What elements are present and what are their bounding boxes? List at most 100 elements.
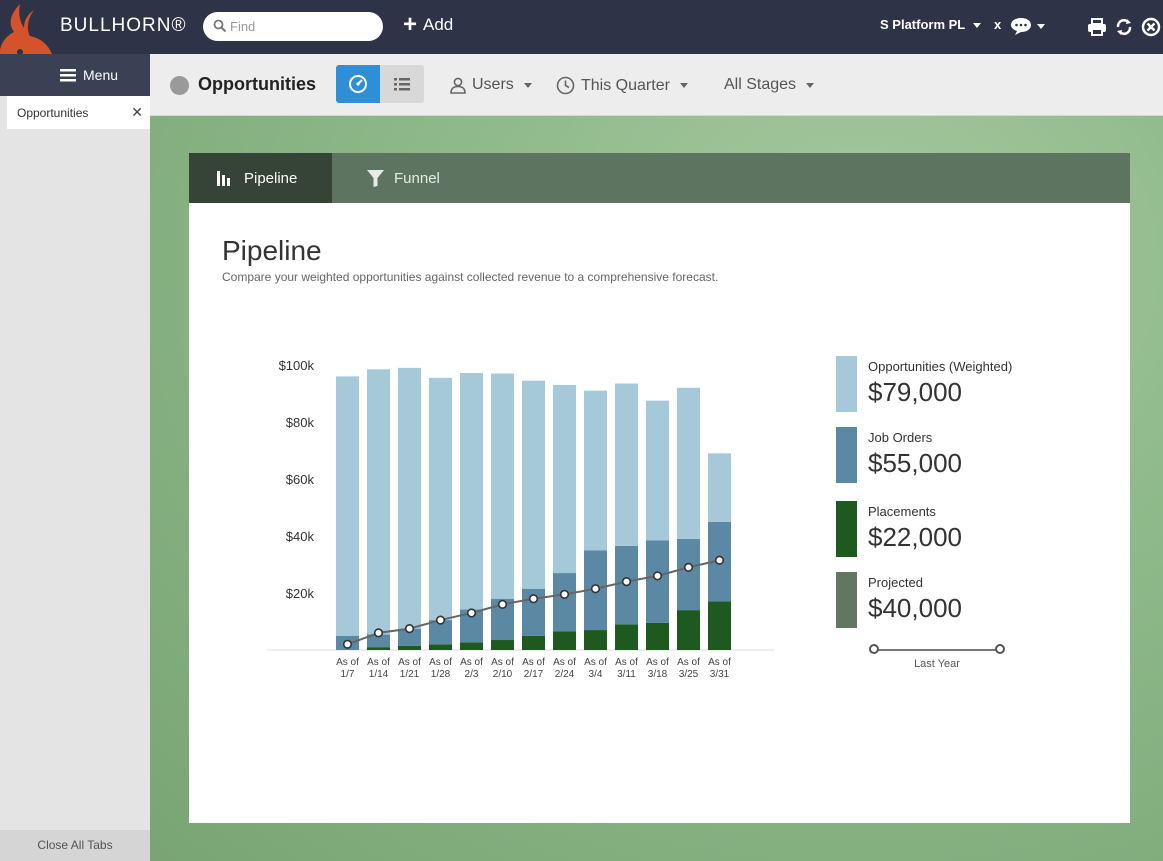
bar-segment [367, 369, 390, 635]
chat-dropdown[interactable] [1011, 16, 1047, 41]
bar-segment [646, 622, 669, 650]
close-icon[interactable]: ✕ [131, 104, 143, 120]
x-tick-label: As of [367, 657, 390, 668]
slider-knob-end[interactable] [995, 644, 1005, 654]
chevron-down-icon [679, 83, 688, 88]
platform-dropdown[interactable]: S Platform PL [880, 17, 982, 32]
legend-value: $79,000 [868, 377, 962, 407]
bar-segment [398, 367, 421, 629]
bar-segment [398, 628, 421, 646]
period-filter[interactable]: This Quarter [556, 76, 688, 95]
pipeline-card: Pipeline Compare your weighted opportuni… [189, 203, 1130, 823]
tab-pipeline[interactable]: Pipeline [189, 153, 332, 203]
print-icon[interactable] [1087, 17, 1107, 37]
bar-segment [584, 390, 607, 551]
chat-bubble-icon [1011, 18, 1045, 35]
refresh-icon[interactable] [1114, 17, 1134, 37]
user-icon [450, 77, 466, 94]
legend-swatch [836, 572, 857, 628]
x-tick-label: As of [708, 657, 731, 668]
bar-segment [708, 601, 731, 650]
x-tick-label: As of [522, 657, 545, 668]
projected-point [342, 639, 353, 649]
x-tick-label: As of [398, 657, 421, 668]
tab-funnel-label: Funnel [394, 169, 440, 187]
y-tick-label: $40k [286, 529, 315, 544]
x-tick-label: As of [553, 657, 576, 668]
x-tick-label: 1/7 [341, 669, 355, 680]
dashboard-view-button[interactable] [336, 65, 380, 103]
x-label: x [994, 17, 1002, 32]
clock-icon [556, 76, 575, 95]
x-tick-label: 2/10 [493, 669, 513, 680]
bar-segment [398, 645, 421, 650]
x-tick-label: As of [646, 657, 669, 668]
list-view-button[interactable] [380, 65, 424, 103]
users-filter[interactable]: Users [450, 76, 532, 94]
projected-point [435, 615, 446, 625]
bar-segment [677, 387, 700, 539]
search-input[interactable] [230, 17, 375, 36]
users-filter-label: Users [472, 76, 514, 93]
projected-point [590, 584, 601, 594]
tab-funnel[interactable]: Funnel [367, 153, 440, 203]
legend-name: Projected [868, 575, 923, 590]
x-tick-label: 3/4 [589, 669, 603, 680]
add-button[interactable]: + Add [403, 13, 453, 37]
y-tick-label: $80k [286, 415, 315, 430]
speedometer-icon [349, 75, 367, 93]
tab-sidebar: Opportunities ✕ Close All Tabs [0, 96, 150, 861]
menu-bar: Menu [0, 54, 150, 96]
x-tick-label: As of [491, 657, 514, 668]
x-tick-label: As of [460, 657, 483, 668]
card-tab-bar: Pipeline Funnel [189, 153, 1130, 203]
projected-point [466, 608, 477, 618]
projected-point [683, 562, 694, 572]
bar-segment [553, 631, 576, 650]
close-all-tabs-button[interactable]: Close All Tabs [0, 830, 150, 861]
projected-point [559, 589, 570, 600]
card-subtitle: Compare your weighted opportunities agai… [222, 270, 719, 284]
bar-segment [367, 634, 390, 648]
platform-label: S Platform PL [880, 17, 966, 32]
bar-segment [708, 453, 731, 522]
funnel-icon [367, 169, 384, 187]
legend-item-opportunities: Opportunities (Weighted) $79,000 [836, 356, 1096, 412]
bar-segment [677, 610, 700, 650]
x-tick-label: 3/18 [648, 669, 668, 680]
legend-value: $22,000 [868, 522, 962, 552]
search-box[interactable] [203, 12, 383, 41]
bar-segment [522, 380, 545, 589]
x-tick-label: 1/21 [400, 669, 420, 680]
x-tick-label: 1/14 [369, 669, 389, 680]
legend-value: $55,000 [868, 448, 962, 478]
legend-swatch [836, 427, 857, 483]
x-tick-label: As of [615, 657, 638, 668]
legend-name: Opportunities (Weighted) [868, 359, 1013, 374]
menu-button[interactable]: Menu [60, 67, 118, 83]
sidebar-tab-label: Opportunities [17, 106, 89, 120]
sidebar-tab-opportunities[interactable]: Opportunities ✕ [7, 96, 150, 129]
slider-track [873, 649, 1001, 651]
page-title: Opportunities [198, 74, 316, 94]
projected-point [373, 628, 384, 638]
bar-segment [553, 573, 576, 632]
bar-segment [336, 376, 359, 636]
bar-segment [553, 384, 576, 574]
x-tick-label: 3/11 [617, 669, 636, 680]
legend-swatch [836, 501, 857, 557]
bar-segment [460, 609, 483, 643]
x-tick-label: 3/25 [679, 669, 699, 680]
slider-knob-start[interactable] [869, 644, 879, 654]
bar-segment [491, 373, 514, 599]
close-circle-icon[interactable] [1141, 17, 1161, 37]
y-tick-label: $60k [286, 472, 315, 487]
projected-point [497, 599, 508, 610]
y-tick-label: $100k [279, 358, 315, 373]
bar-segment [429, 620, 452, 645]
card-title: Pipeline [222, 235, 322, 266]
comparison-slider[interactable]: Last Year [869, 644, 1005, 674]
y-tick-label: $20k [286, 586, 315, 601]
stages-filter[interactable]: All Stages [724, 76, 815, 94]
legend-name: Placements [868, 504, 936, 519]
